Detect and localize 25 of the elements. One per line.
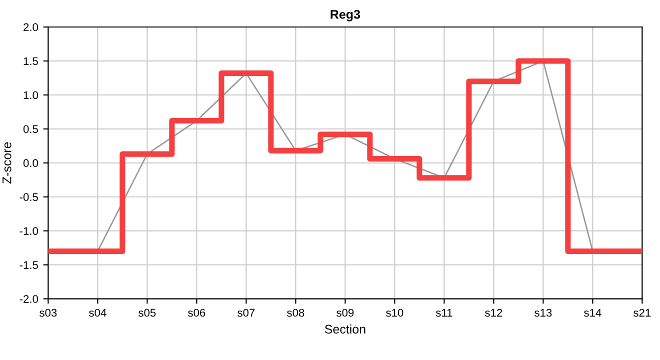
x-tick-label: s12 xyxy=(485,308,502,317)
y-tick-label: -0.5 xyxy=(20,193,38,202)
x-tick-label: s04 xyxy=(89,308,106,317)
y-tick-label: -1.5 xyxy=(20,261,38,269)
y-tick-label: -1.0 xyxy=(20,227,38,235)
y-tick-label: 0.0 xyxy=(23,159,38,168)
x-tick-label: s06 xyxy=(188,308,206,317)
x-tick-label: s11 xyxy=(436,308,452,317)
x-tick-label: s08 xyxy=(287,308,304,317)
x-tick-label: s14 xyxy=(584,308,602,317)
x-tick-label: s09 xyxy=(336,308,354,317)
x-tick-label: s21 xyxy=(634,308,651,317)
y-tick-label: 2.0 xyxy=(24,23,38,32)
y-tick-label: 1.5 xyxy=(24,57,38,66)
x-tick-label: s10 xyxy=(386,308,404,317)
chart-title: Reg3 xyxy=(330,10,360,22)
x-axis-title: Section xyxy=(324,324,366,334)
x-tick-label: s03 xyxy=(40,308,57,317)
y-tick-label: -2.0 xyxy=(20,295,38,303)
x-tick-label: s13 xyxy=(534,308,552,317)
y-axis-title: Z-score xyxy=(2,142,12,184)
y-tick-label: 0.5 xyxy=(23,125,38,134)
x-tick-label: s07 xyxy=(238,308,255,317)
x-tick-label: s05 xyxy=(138,308,156,317)
y-tick-label: 1.0 xyxy=(24,91,38,100)
